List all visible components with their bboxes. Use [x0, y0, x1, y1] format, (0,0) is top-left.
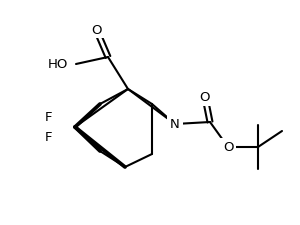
Text: F: F — [44, 111, 52, 124]
Text: N: N — [170, 118, 180, 131]
Text: HO: HO — [48, 58, 68, 71]
Text: O: O — [200, 91, 210, 104]
Text: F: F — [44, 131, 52, 144]
Text: O: O — [223, 141, 233, 154]
Text: O: O — [91, 23, 101, 36]
